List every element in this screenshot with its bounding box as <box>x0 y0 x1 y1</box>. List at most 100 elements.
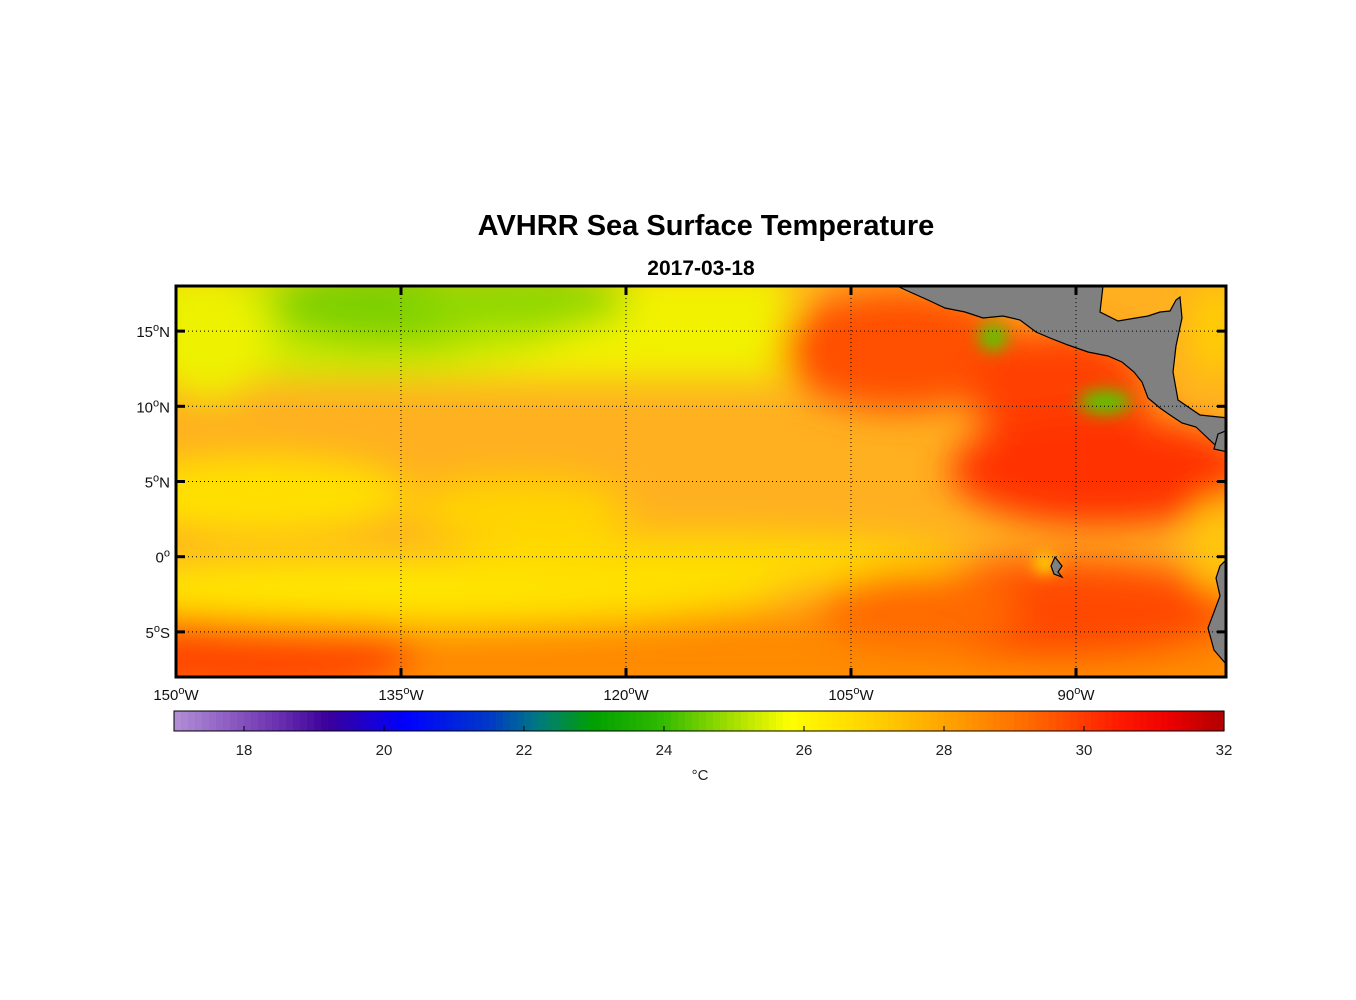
colorbar-segment-50 <box>524 711 532 731</box>
y-tick-label-1: 10oN <box>136 397 170 416</box>
colorbar-segment-8 <box>230 711 238 731</box>
colorbar-segment-103 <box>895 711 903 731</box>
colorbar-segment-20 <box>314 711 322 731</box>
colorbar-segment-98 <box>860 711 868 731</box>
colorbar-segment-89 <box>797 711 805 731</box>
colorbar-segment-119 <box>1007 711 1015 731</box>
chart-subtitle: 2017-03-18 <box>647 257 755 280</box>
colorbar-segment-44 <box>482 711 490 731</box>
y-tick-label-0-sup: o <box>153 322 159 334</box>
colorbar-segment-33 <box>405 711 413 731</box>
colorbar-segment-137 <box>1133 711 1141 731</box>
colorbar: °C 18 20 22 24 26 28 30 32 <box>173 710 1232 784</box>
y-tick-label-2: 5oN <box>145 473 170 492</box>
colorbar-segment-73 <box>685 711 693 731</box>
colorbar-segment-11 <box>251 711 259 731</box>
colorbar-segment-95 <box>839 711 847 731</box>
colorbar-segment-58 <box>580 711 588 731</box>
sst-blob-southwest-red <box>176 610 415 677</box>
colorbar-segment-38 <box>440 711 448 731</box>
colorbar-segment-149 <box>1217 711 1225 731</box>
colorbar-segment-37 <box>433 711 441 731</box>
colorbar-segment-82 <box>748 711 756 731</box>
sst-blob-north-yellow-mid <box>410 478 630 542</box>
colorbar-segment-140 <box>1154 711 1162 731</box>
colorbar-segment-64 <box>622 711 630 731</box>
sst-blob-northeast-red <box>780 290 1020 410</box>
colorbar-segment-120 <box>1014 711 1022 731</box>
colorbar-segment-138 <box>1140 711 1148 731</box>
colorbar-segment-99 <box>867 711 875 731</box>
x-tick-label-3: 105oW <box>828 685 874 704</box>
colorbar-tick-label-5: 28 <box>936 742 953 759</box>
colorbar-segment-145 <box>1189 711 1197 731</box>
colorbar-segment-42 <box>468 711 476 731</box>
colorbar-segment-83 <box>755 711 763 731</box>
colorbar-segment-105 <box>909 711 917 731</box>
colorbar-tick-label-0: 18 <box>236 742 253 759</box>
colorbar-segment-135 <box>1119 711 1127 731</box>
colorbar-segment-79 <box>727 711 735 731</box>
x-tick-label-4-sup: o <box>1074 685 1080 697</box>
colorbar-tick-label-6: 30 <box>1076 742 1093 759</box>
colorbar-segment-32 <box>398 711 406 731</box>
x-tick-label-2-deg: 120 <box>603 687 628 704</box>
x-tick-label-1-sup: o <box>403 685 409 697</box>
y-tick-label-2-deg: 5 <box>145 475 153 492</box>
sst-blob-coastal-green-b <box>1079 390 1131 414</box>
colorbar-segment-56 <box>566 711 574 731</box>
y-tick-label-1-sup: o <box>153 397 159 409</box>
x-tick-label-2: 120oW <box>603 685 649 704</box>
y-tick-label-4-deg: 5 <box>146 625 154 642</box>
colorbar-segment-36 <box>426 711 434 731</box>
colorbar-segment-92 <box>818 711 826 731</box>
colorbar-segment-84 <box>762 711 770 731</box>
colorbar-segment-126 <box>1056 711 1064 731</box>
colorbar-segment-46 <box>496 711 504 731</box>
y-tick-label-1-deg: 10 <box>136 399 153 416</box>
x-tick-label-2-sup: o <box>628 685 634 697</box>
colorbar-segment-15 <box>279 711 287 731</box>
colorbar-segment-94 <box>832 711 840 731</box>
sst-blob-north-yellow-west <box>176 455 410 535</box>
y-tick-label-3-sup: o <box>164 548 170 560</box>
colorbar-segment-107 <box>923 711 931 731</box>
colorbar-segment-129 <box>1077 711 1085 731</box>
y-tick-label-2-hemi: N <box>159 475 170 492</box>
colorbar-segment-148 <box>1210 711 1218 731</box>
colorbar-segment-19 <box>307 711 315 731</box>
colorbar-segment-77 <box>713 711 721 731</box>
colorbar-segment-85 <box>769 711 777 731</box>
colorbar-segment-108 <box>930 711 938 731</box>
land-masses <box>896 286 1226 665</box>
colorbar-segment-23 <box>335 711 343 731</box>
colorbar-segment-41 <box>461 711 469 731</box>
sst-blob-southeast-mid <box>820 570 1020 650</box>
colorbar-segment-114 <box>972 711 980 731</box>
colorbar-segment-39 <box>447 711 455 731</box>
y-tick-label-0-deg: 15 <box>136 324 153 341</box>
colorbar-segment-61 <box>601 711 609 731</box>
colorbar-segment-127 <box>1063 711 1071 731</box>
colorbar-segment-78 <box>720 711 728 731</box>
colorbar-segment-141 <box>1161 711 1169 731</box>
colorbar-segment-91 <box>811 711 819 731</box>
colorbar-segment-136 <box>1126 711 1134 731</box>
colorbar-segment-47 <box>503 711 511 731</box>
y-tick-label-3-deg: 0 <box>156 550 164 567</box>
land-central-america <box>896 286 1226 449</box>
colorbar-segment-40 <box>454 711 462 731</box>
x-tick-label-4: 90oW <box>1058 685 1096 704</box>
colorbar-tick-label-4: 26 <box>796 742 813 759</box>
colorbar-segment-26 <box>356 711 364 731</box>
colorbar-segment-110 <box>944 711 952 731</box>
colorbar-segment-118 <box>1000 711 1008 731</box>
colorbar-segment-143 <box>1175 711 1183 731</box>
colorbar-segment-93 <box>825 711 833 731</box>
colorbar-segment-132 <box>1098 711 1106 731</box>
colorbar-segment-62 <box>608 711 616 731</box>
colorbar-segment-2 <box>188 711 196 731</box>
colorbar-segment-17 <box>293 711 301 731</box>
land-south-america <box>1207 559 1226 665</box>
